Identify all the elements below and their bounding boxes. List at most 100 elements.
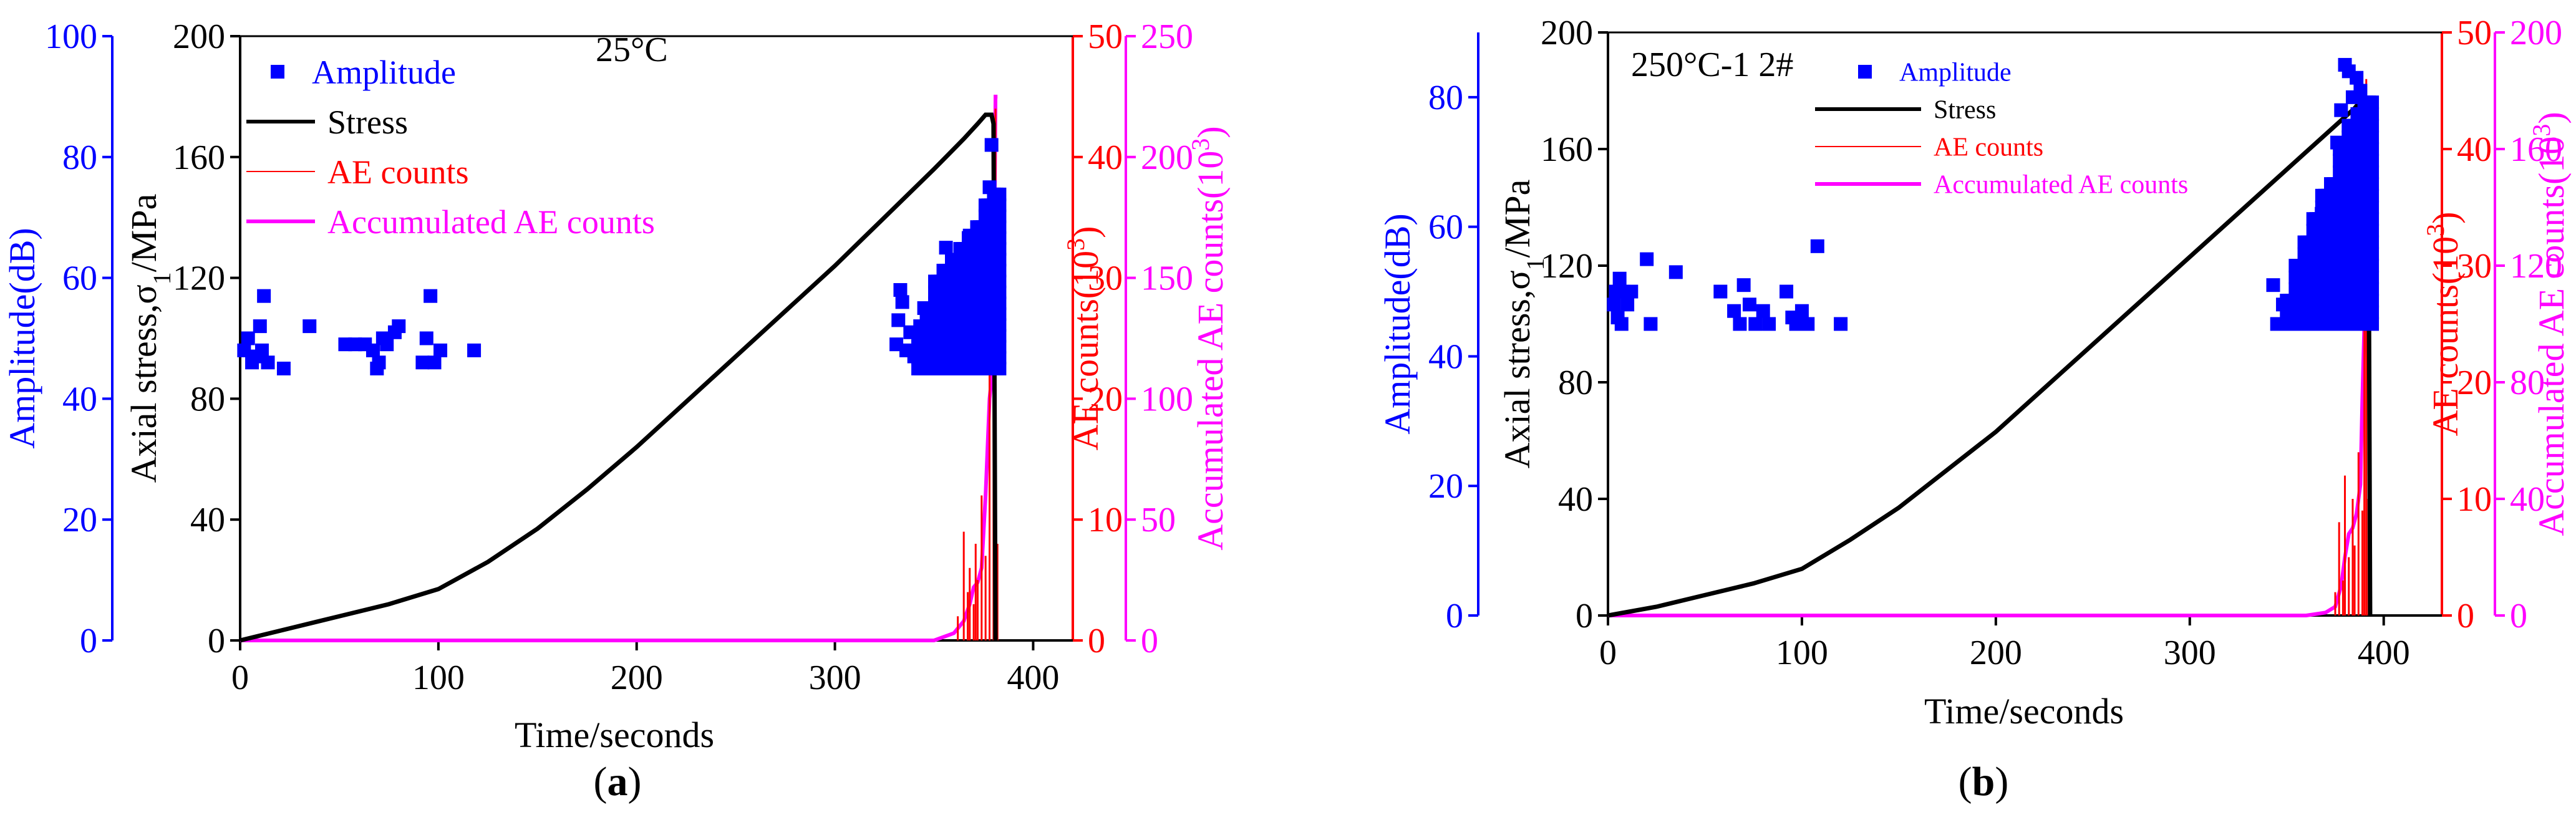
amplitude-point: [261, 355, 275, 370]
amplitude-point: [254, 343, 269, 357]
amplitude-axis-tick-label: 40: [1428, 337, 1463, 376]
amplitude-point: [1624, 284, 1639, 299]
accumulated-axis-tick-label: 250: [1141, 17, 1193, 56]
amplitude-axis-tick-label: 0: [1446, 597, 1463, 635]
amplitude-point: [1762, 317, 1776, 331]
amplitude-axis-title: Amplitude(dB): [2, 228, 42, 448]
x-axis-tick-label: 300: [2164, 634, 2216, 672]
amplitude-cluster-point: [2365, 282, 2380, 296]
amplitude-point: [257, 289, 271, 303]
accumulated-axis-title-main: Accumulated AE counts(10: [2531, 137, 2572, 536]
legend-label: AE counts: [327, 153, 468, 191]
accumulated-axis-tick-label: 80: [2510, 364, 2545, 402]
amplitude-cluster-point: [2365, 212, 2380, 226]
amplitude-point: [1756, 304, 1770, 318]
legend-item: Stress: [246, 104, 408, 141]
amplitude-cluster-point: [992, 198, 1007, 213]
chart-panel-b: 020406080Amplitude(dB)04080120160200Axia…: [1377, 14, 2572, 804]
amplitude-axis-tick-label: 60: [1428, 208, 1463, 247]
accumulated-axis-tick-label: 120: [2510, 247, 2562, 286]
stress-axis-title-sub: 1: [148, 272, 176, 284]
stress-axis-tick-label: 200: [173, 17, 225, 56]
amplitude-point: [415, 355, 430, 370]
amplitude-point: [427, 355, 442, 370]
amplitude-cluster-point: [2365, 177, 2380, 191]
amplitude-cluster-point: [992, 350, 1007, 365]
amplitude-cluster-point: [992, 231, 1007, 245]
amplitude-point: [1794, 304, 1809, 318]
ae-axis-tick-label: 30: [2457, 247, 2492, 286]
stress-axis-title: Axial stress,σ1/MPa: [123, 194, 176, 483]
x-axis-tick-label: 100: [412, 659, 465, 697]
panel-label-close: ): [1995, 759, 2008, 804]
ae-axis-title-main: AE counts(10: [1065, 251, 1106, 451]
amplitude-point: [372, 355, 386, 370]
ae-axis-tick-label: 50: [2457, 14, 2492, 52]
x-axis-tick-label: 0: [1599, 634, 1617, 672]
amplitude-axis-tick-label: 80: [1428, 79, 1463, 117]
legend-item: Accumulated AE counts: [1815, 171, 2188, 200]
amplitude-cluster-point: [2365, 118, 2380, 133]
amplitude-point: [1620, 297, 1635, 312]
stress-line: [240, 112, 998, 643]
amplitude-cluster-point: [2365, 247, 2380, 261]
ae-axis-tick-label: 0: [2457, 597, 2474, 635]
accumulated-ae-line: [1608, 148, 2372, 617]
amplitude-cluster-point: [2365, 142, 2380, 156]
amplitude-cluster-point: [2365, 259, 2380, 273]
amplitude-cluster-point: [2365, 270, 2380, 284]
ae-axis-title-sup: 3: [1062, 238, 1090, 251]
accumulated-axis-tick-label: 0: [1141, 622, 1158, 660]
amplitude-cluster-point: [2365, 107, 2380, 121]
amplitude-point: [1640, 252, 1654, 266]
amplitude-point: [939, 241, 953, 255]
accumulated-axis-title-tail: ): [2531, 112, 2572, 123]
amplitude-point: [1668, 265, 1683, 279]
amplitude-cluster-point: [2365, 95, 2380, 110]
legend: Amplitude Stress AE counts Accumulated AE c…: [1815, 59, 2188, 200]
panel-label-open: (: [594, 759, 608, 804]
x-axis-title: Time/seconds: [515, 715, 714, 755]
amplitude-point: [2353, 84, 2368, 98]
stress-axis-title-tail: /MPa: [123, 194, 164, 273]
ae-axis-tick-label: 10: [1088, 501, 1123, 539]
amplitude-point: [253, 319, 267, 334]
amplitude-point: [1742, 297, 1756, 312]
legend-label: Accumulated AE counts: [327, 203, 655, 241]
stress-axis-title-main: Axial stress,σ: [123, 284, 164, 483]
ae-axis-title-tail: ): [1065, 226, 1106, 238]
amplitude-cluster-point: [2365, 165, 2380, 180]
amplitude-cluster-point: [992, 209, 1007, 223]
stress-axis-title-tail: /MPa: [1497, 180, 1537, 258]
x-axis-tick-label: 400: [2358, 634, 2410, 672]
temperature-label: 250°C-1 2#: [1631, 46, 1793, 84]
amplitude-point: [1733, 317, 1747, 331]
amplitude-axis-tick-label: 20: [62, 501, 97, 539]
amplitude-axis-title: Amplitude(dB): [1377, 213, 1418, 434]
temperature-label: 25°C: [596, 31, 668, 69]
accumulated-axis-tick-label: 50: [1141, 501, 1176, 539]
legend-item: Accumulated AE counts: [246, 203, 655, 241]
amplitude-cluster-point: [992, 318, 1007, 332]
accumulated-axis-title: Accumulated AE counts(103): [2527, 112, 2572, 536]
legend-label: AE counts: [1934, 133, 2043, 162]
accumulated-axis-tick-label: 150: [1141, 259, 1193, 298]
accumulated-axis-title-sup: 3: [2527, 124, 2555, 137]
ae-axis-title: AE counts(103): [1062, 226, 1106, 451]
amplitude-point: [1736, 278, 1751, 292]
amplitude-point: [1644, 317, 1658, 331]
amplitude-point: [984, 138, 999, 152]
amplitude-axis-tick-label: 20: [1428, 467, 1463, 506]
ae-axis-title: AE counts(103): [2421, 212, 2466, 437]
amplitude-point: [1748, 317, 1763, 331]
legend: Amplitude Stress AE counts Accumulated AE c…: [246, 54, 655, 241]
panel-label-letter: a: [608, 759, 628, 804]
stress-axis-tick-label: 40: [1558, 480, 1593, 519]
amplitude-point: [241, 331, 255, 345]
amplitude-point: [895, 295, 909, 309]
accumulated-axis-title-main: Accumulated AE counts(10: [1190, 151, 1231, 551]
chart-panel-a: 020406080100Amplitude(dB)04080120160200A…: [2, 17, 1231, 804]
amplitude-point: [1834, 317, 1848, 331]
accumulated-axis-tick-label: 160: [2510, 130, 2562, 169]
ae-axis-title-tail: ): [2425, 212, 2466, 224]
